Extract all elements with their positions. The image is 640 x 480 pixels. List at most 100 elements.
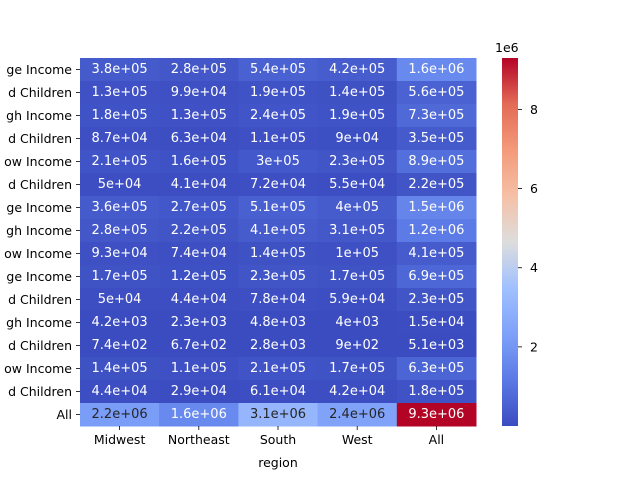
x-axis: Midwest Northeast South West All	[94, 426, 444, 447]
heatmap-cell	[238, 173, 319, 197]
heatmap-cell	[159, 265, 239, 289]
heatmap-cell	[80, 242, 160, 266]
cell-label: 7.3e+05	[408, 108, 464, 123]
cell-label: 4e+03	[335, 315, 379, 330]
heatmap-cell	[159, 311, 239, 335]
heatmap-cell	[80, 196, 160, 220]
colorbar-offset-label: 1e6	[495, 40, 519, 55]
heatmap-cell	[238, 81, 319, 105]
cell-label: 1.7e+05	[329, 269, 385, 284]
heatmap-cell	[396, 334, 477, 358]
heatmap-cell	[238, 127, 319, 151]
cell-label: 1.7e+05	[92, 269, 148, 284]
heatmap-cell	[396, 288, 477, 312]
cell-label: 1.5e+04	[408, 315, 464, 330]
cell-label: 6.1e+04	[250, 384, 306, 399]
cell-label: 5.5e+04	[329, 177, 385, 192]
cell-label: 2.3e+05	[250, 269, 306, 284]
heatmap-cell	[317, 127, 398, 151]
colorbar-tick-label: 6	[530, 181, 538, 196]
heatmap-cell	[159, 403, 239, 427]
heatmap-cell	[396, 357, 477, 381]
x-tick-label: South	[260, 432, 296, 447]
heatmap-cell	[317, 288, 398, 312]
heatmap-cell	[317, 265, 398, 289]
heatmap-cell	[238, 219, 319, 243]
cell-label: 1.6e+06	[171, 407, 227, 422]
y-tick-label: ow Income	[4, 246, 72, 261]
heatmap-cell	[159, 242, 239, 266]
colorbar-ticks: 2 4 6 8	[518, 102, 538, 354]
cell-label: 1.1e+05	[171, 361, 227, 376]
x-axis-label: region	[258, 455, 298, 470]
cell-label: 1.3e+05	[171, 108, 227, 123]
heatmap-cell	[238, 104, 319, 128]
cell-label: 6.3e+04	[171, 131, 227, 146]
cell-label: 2.8e+05	[92, 223, 148, 238]
y-tick-label: gh Income	[6, 223, 72, 238]
heatmap-cell	[159, 104, 239, 128]
cell-label: 2.4e+05	[250, 108, 306, 123]
heatmap-cell	[396, 150, 477, 174]
cell-label: 1.8e+05	[92, 108, 148, 123]
cell-label: 3.8e+05	[92, 62, 148, 77]
heatmap-cell	[159, 219, 239, 243]
cell-label: 2.3e+05	[408, 292, 464, 307]
heatmap-cell	[396, 265, 477, 289]
heatmap-cell	[238, 380, 319, 404]
cell-label: 2.2e+05	[171, 223, 227, 238]
cell-label: 3e+05	[256, 154, 300, 169]
cell-label: 7.8e+04	[250, 292, 306, 307]
heatmap-cell	[317, 173, 398, 197]
heatmap-cell	[80, 380, 160, 404]
heatmap-cell	[317, 81, 398, 105]
cell-label: 3.1e+05	[329, 223, 385, 238]
cell-label: 6.7e+02	[171, 338, 227, 353]
cell-label: 1.6e+06	[408, 62, 464, 77]
heatmap-cell	[159, 150, 239, 174]
cell-label: 4.2e+03	[92, 315, 148, 330]
y-tick-label: d Children	[8, 384, 72, 399]
y-tick-label: ow Income	[4, 361, 72, 376]
cell-label: 4.2e+04	[329, 384, 385, 399]
heatmap-cell	[396, 311, 477, 335]
cell-label: 1.9e+05	[250, 85, 306, 100]
cell-label: 2.9e+04	[171, 384, 227, 399]
cell-label: 1.1e+05	[250, 131, 306, 146]
cell-label: 9.9e+04	[171, 85, 227, 100]
cell-label: 1.9e+05	[329, 108, 385, 123]
cell-label: 6.9e+05	[408, 269, 464, 284]
cell-label: 5.4e+05	[250, 62, 306, 77]
y-axis: ge Income d Children gh Income d Children ow…	[4, 62, 80, 422]
heatmap-cell	[396, 81, 477, 105]
heatmap-cell	[238, 150, 319, 174]
cell-label: 5.6e+05	[408, 85, 464, 100]
heatmap-cell	[159, 334, 239, 358]
cell-label: 1.3e+05	[92, 85, 148, 100]
cell-label: 6.3e+05	[408, 361, 464, 376]
cell-label: 3.6e+05	[92, 200, 148, 215]
heatmap-cell	[317, 104, 398, 128]
heatmap-cell	[396, 242, 477, 266]
x-tick-label: West	[342, 432, 373, 447]
heatmap-cell	[80, 403, 160, 427]
cell-label: 9e+02	[335, 338, 379, 353]
y-tick-label: All	[57, 407, 73, 422]
heatmap-cell	[396, 173, 477, 197]
heatmap-cell	[238, 403, 319, 427]
cell-label: 7.2e+04	[250, 177, 306, 192]
heatmap-cell	[159, 196, 239, 220]
cell-label: 3.1e+06	[250, 407, 306, 422]
heatmap-cell	[317, 219, 398, 243]
heatmap-cell	[80, 334, 160, 358]
heatmap-cell	[80, 81, 160, 105]
heatmap-cell	[80, 58, 160, 82]
cell-label: 2.3e+05	[329, 154, 385, 169]
y-tick-label: d Children	[8, 338, 72, 353]
heatmap-cell	[80, 265, 160, 289]
heatmap-cell	[396, 403, 477, 427]
cell-label: 5.1e+03	[408, 338, 464, 353]
cell-label: 2.3e+03	[171, 315, 227, 330]
heatmap-cell	[396, 58, 477, 82]
